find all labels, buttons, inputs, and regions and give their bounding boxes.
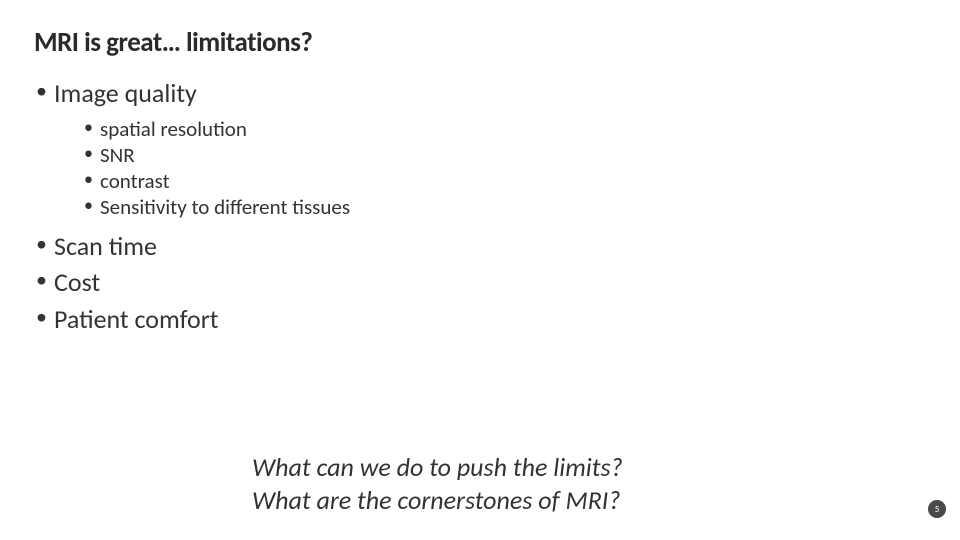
list-item: Image quality spatial resolution SNR con… — [34, 77, 926, 220]
question-block: What can we do to push the limits? What … — [252, 451, 623, 516]
page-number: 5 — [935, 504, 940, 515]
list-item-label: Cost — [54, 266, 100, 298]
list-item-label: Scan time — [54, 230, 157, 262]
list-item-label: contrast — [100, 168, 170, 194]
list-item-label: SNR — [100, 142, 135, 168]
bullet-list-level1: Image quality spatial resolution SNR con… — [34, 77, 926, 335]
list-item: SNR — [54, 142, 926, 168]
list-item-label: Sensitivity to different tissues — [100, 194, 350, 220]
question-line: What are the cornerstones of MRI? — [252, 484, 623, 517]
list-item: spatial resolution — [54, 116, 926, 142]
bullet-list-level2: spatial resolution SNR contrast Sensitiv… — [54, 116, 926, 220]
slide: MRI is great… limitations? Image quality… — [0, 0, 960, 540]
page-number-badge: 5 — [928, 500, 946, 518]
list-item: contrast — [54, 168, 926, 194]
question-line: What can we do to push the limits? — [252, 451, 623, 484]
list-item-label: Patient comfort — [54, 303, 219, 335]
slide-title: MRI is great… limitations? — [34, 26, 926, 59]
list-item: Sensitivity to different tissues — [54, 194, 926, 220]
list-item: Scan time — [34, 230, 926, 263]
list-item-label: Image quality — [54, 77, 197, 109]
list-item: Cost — [34, 266, 926, 299]
list-item: Patient comfort — [34, 303, 926, 336]
list-item-label: spatial resolution — [100, 116, 247, 142]
